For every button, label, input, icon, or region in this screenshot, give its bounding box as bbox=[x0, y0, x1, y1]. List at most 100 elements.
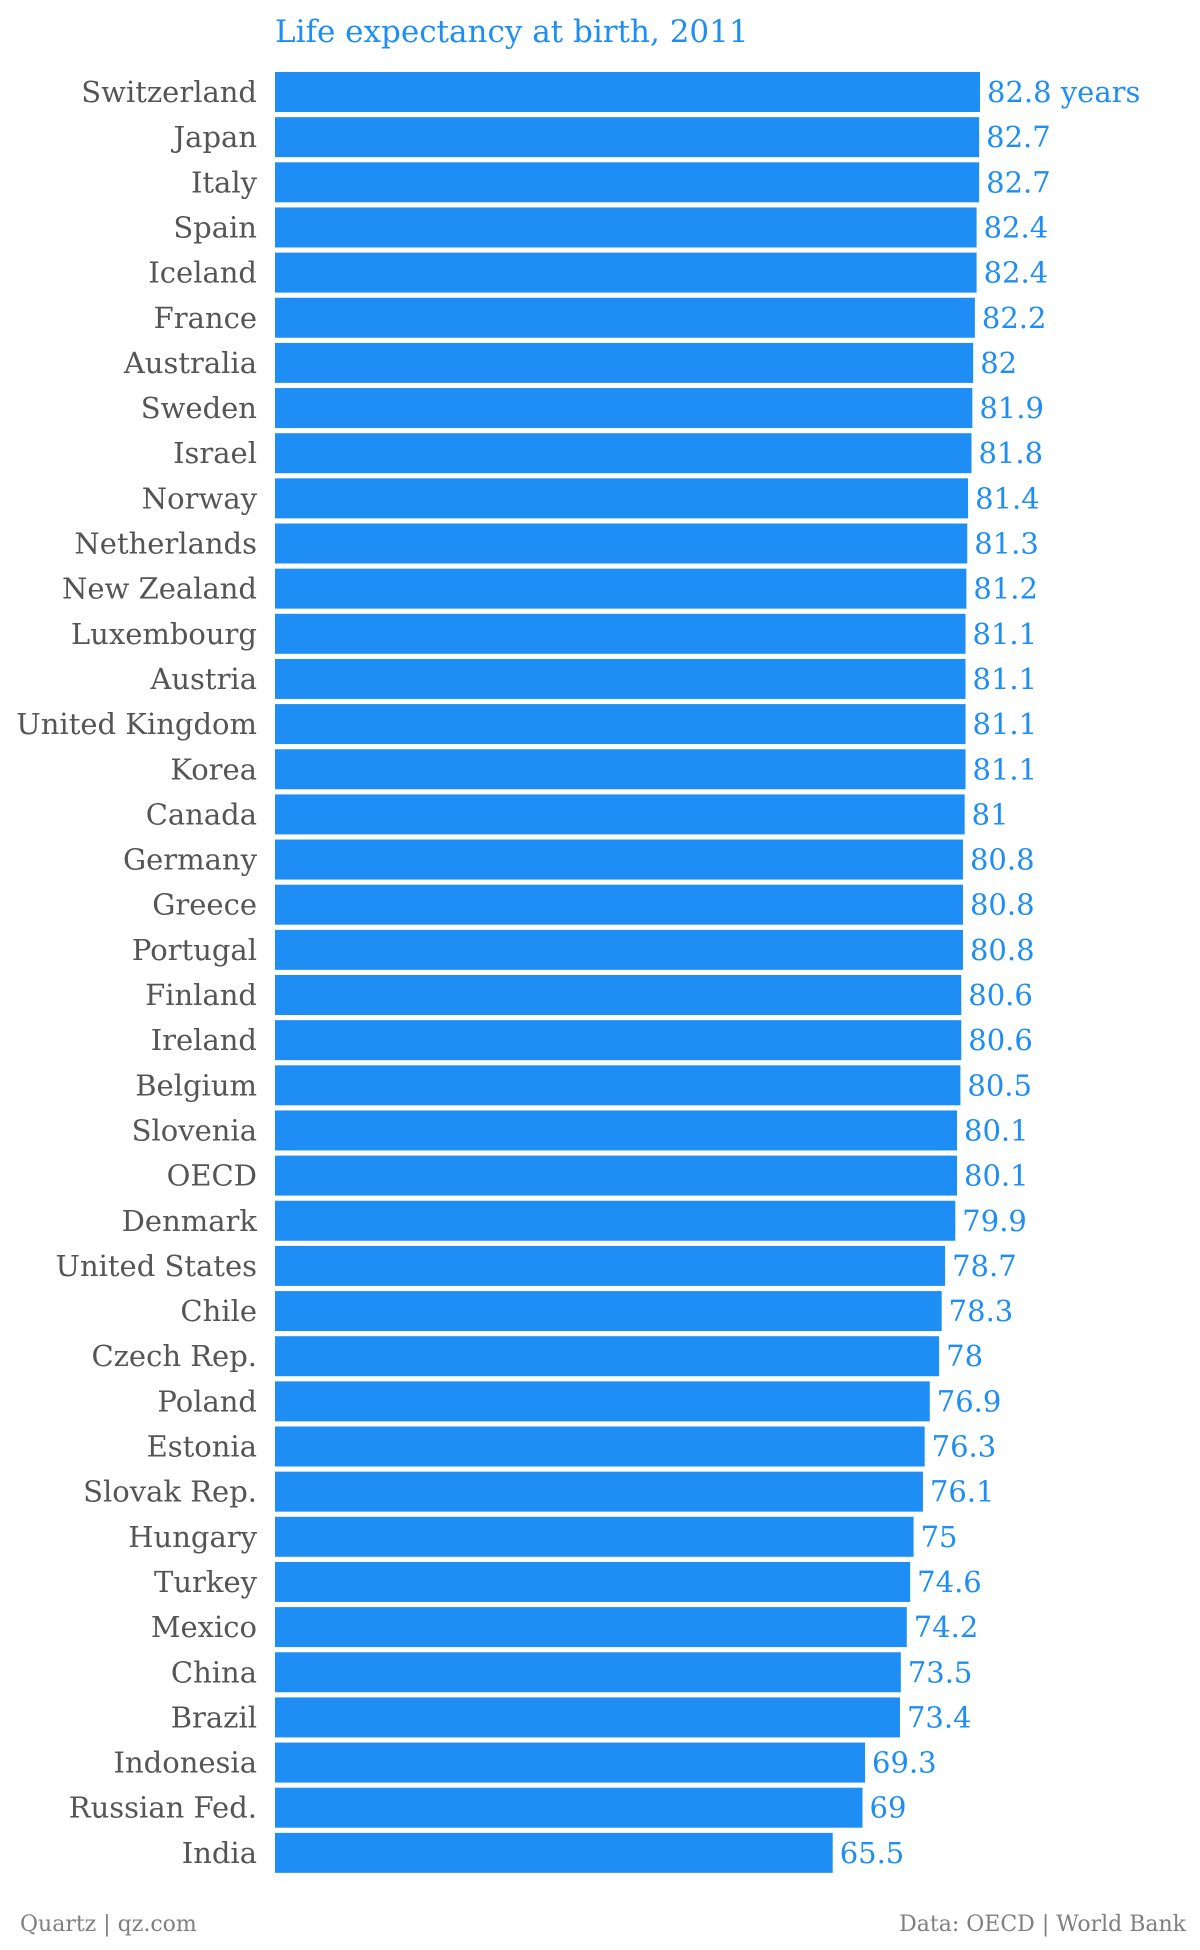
data-label: 82.4 bbox=[984, 210, 1049, 244]
data-label: 75 bbox=[921, 1520, 958, 1554]
data-label: 80.5 bbox=[967, 1068, 1032, 1102]
category-label: Indonesia bbox=[114, 1746, 257, 1780]
category-label: OECD bbox=[167, 1159, 257, 1193]
data-label: 69 bbox=[870, 1791, 907, 1825]
bar bbox=[275, 1336, 940, 1377]
bar bbox=[275, 1065, 961, 1106]
category-label: Slovenia bbox=[132, 1113, 257, 1147]
chart-title: Life expectancy at birth, 2011 bbox=[275, 14, 749, 50]
bar bbox=[275, 1697, 900, 1738]
bar bbox=[275, 1787, 863, 1828]
category-label: Denmark bbox=[122, 1204, 258, 1238]
category-label: Ireland bbox=[151, 1023, 257, 1057]
data-label: 65.5 bbox=[840, 1836, 905, 1870]
data-label: 78.3 bbox=[949, 1294, 1014, 1328]
category-label: Finland bbox=[145, 978, 257, 1012]
bar bbox=[275, 1471, 923, 1512]
data-label: 81 bbox=[972, 797, 1009, 831]
category-label: Korea bbox=[170, 752, 257, 786]
bar bbox=[275, 72, 980, 112]
data-label: 76.3 bbox=[932, 1430, 997, 1464]
bar bbox=[275, 297, 975, 338]
bar bbox=[275, 1291, 942, 1332]
data-label: 80.6 bbox=[968, 1023, 1033, 1057]
bar bbox=[275, 207, 977, 248]
category-label: New Zealand bbox=[62, 572, 257, 606]
category-label: Netherlands bbox=[74, 527, 257, 561]
bar bbox=[275, 162, 980, 203]
data-label: 73.4 bbox=[907, 1700, 972, 1734]
bar bbox=[275, 613, 966, 654]
bar bbox=[275, 1155, 958, 1196]
category-label: United Kingdom bbox=[16, 707, 257, 741]
bar bbox=[275, 117, 980, 158]
bar bbox=[275, 839, 963, 880]
category-label: Estonia bbox=[147, 1430, 257, 1464]
bar bbox=[275, 1742, 866, 1783]
data-label: 81.1 bbox=[973, 617, 1038, 651]
category-label: Australia bbox=[123, 346, 257, 380]
category-label: Belgium bbox=[135, 1068, 257, 1102]
category-label: Iceland bbox=[148, 256, 257, 290]
category-label: China bbox=[171, 1655, 257, 1689]
category-label: Mexico bbox=[151, 1610, 257, 1644]
data-label: 76.1 bbox=[930, 1475, 995, 1509]
category-label: Switzerland bbox=[81, 75, 257, 109]
category-label: Sweden bbox=[141, 391, 257, 425]
category-label: United States bbox=[56, 1249, 258, 1283]
bar bbox=[275, 749, 966, 790]
bar bbox=[275, 1426, 925, 1467]
bar bbox=[275, 1020, 962, 1061]
bar bbox=[275, 433, 972, 474]
data-label: 81.8 bbox=[978, 436, 1043, 470]
bar bbox=[275, 342, 974, 383]
data-label: 82.7 bbox=[986, 120, 1051, 154]
bar bbox=[275, 388, 973, 429]
data-label: 82 bbox=[980, 346, 1017, 380]
bar bbox=[275, 1561, 911, 1602]
data-label: 80.1 bbox=[964, 1113, 1029, 1147]
bar bbox=[275, 975, 962, 1015]
data-label: 80.8 bbox=[970, 843, 1035, 877]
bar bbox=[275, 1607, 907, 1648]
category-label: Greece bbox=[152, 888, 257, 922]
data-label: 81.1 bbox=[973, 752, 1038, 786]
data-label: 73.5 bbox=[908, 1655, 973, 1689]
bar bbox=[275, 1245, 946, 1286]
data-label: 81.2 bbox=[973, 572, 1038, 606]
data-label: 81.9 bbox=[979, 391, 1044, 425]
category-label: India bbox=[182, 1836, 257, 1870]
bar bbox=[275, 1516, 914, 1557]
data-label: 82.2 bbox=[982, 301, 1047, 335]
data-label: 80.8 bbox=[970, 933, 1035, 967]
bar bbox=[275, 1200, 956, 1241]
bar bbox=[275, 704, 966, 745]
category-label: Portugal bbox=[132, 933, 257, 967]
data-label: 69.3 bbox=[872, 1746, 937, 1780]
category-label: Austria bbox=[149, 662, 257, 696]
bar bbox=[275, 929, 963, 970]
data-label: 81.1 bbox=[973, 707, 1038, 741]
category-label: Slovak Rep. bbox=[83, 1475, 257, 1509]
category-label: Japan bbox=[171, 120, 257, 154]
bar bbox=[275, 1652, 901, 1693]
data-label: 79.9 bbox=[962, 1204, 1027, 1238]
category-label: Hungary bbox=[128, 1520, 257, 1554]
bar bbox=[275, 252, 977, 293]
data-label: 80.8 bbox=[970, 888, 1035, 922]
data-label: 81.4 bbox=[975, 481, 1040, 515]
category-label: Russian Fed. bbox=[69, 1791, 257, 1825]
bar bbox=[275, 884, 963, 925]
bar bbox=[275, 1832, 833, 1873]
data-label: 74.2 bbox=[914, 1610, 979, 1644]
data-label: 78 bbox=[946, 1339, 983, 1373]
bar bbox=[275, 568, 967, 609]
category-label: Chile bbox=[180, 1294, 257, 1328]
category-label: Norway bbox=[142, 481, 258, 515]
category-label: Brazil bbox=[171, 1700, 257, 1734]
data-label: 76.9 bbox=[937, 1384, 1002, 1418]
category-label: Luxembourg bbox=[71, 617, 257, 651]
bar bbox=[275, 1110, 958, 1151]
bar bbox=[275, 658, 966, 699]
data-label: 80.1 bbox=[964, 1159, 1029, 1193]
